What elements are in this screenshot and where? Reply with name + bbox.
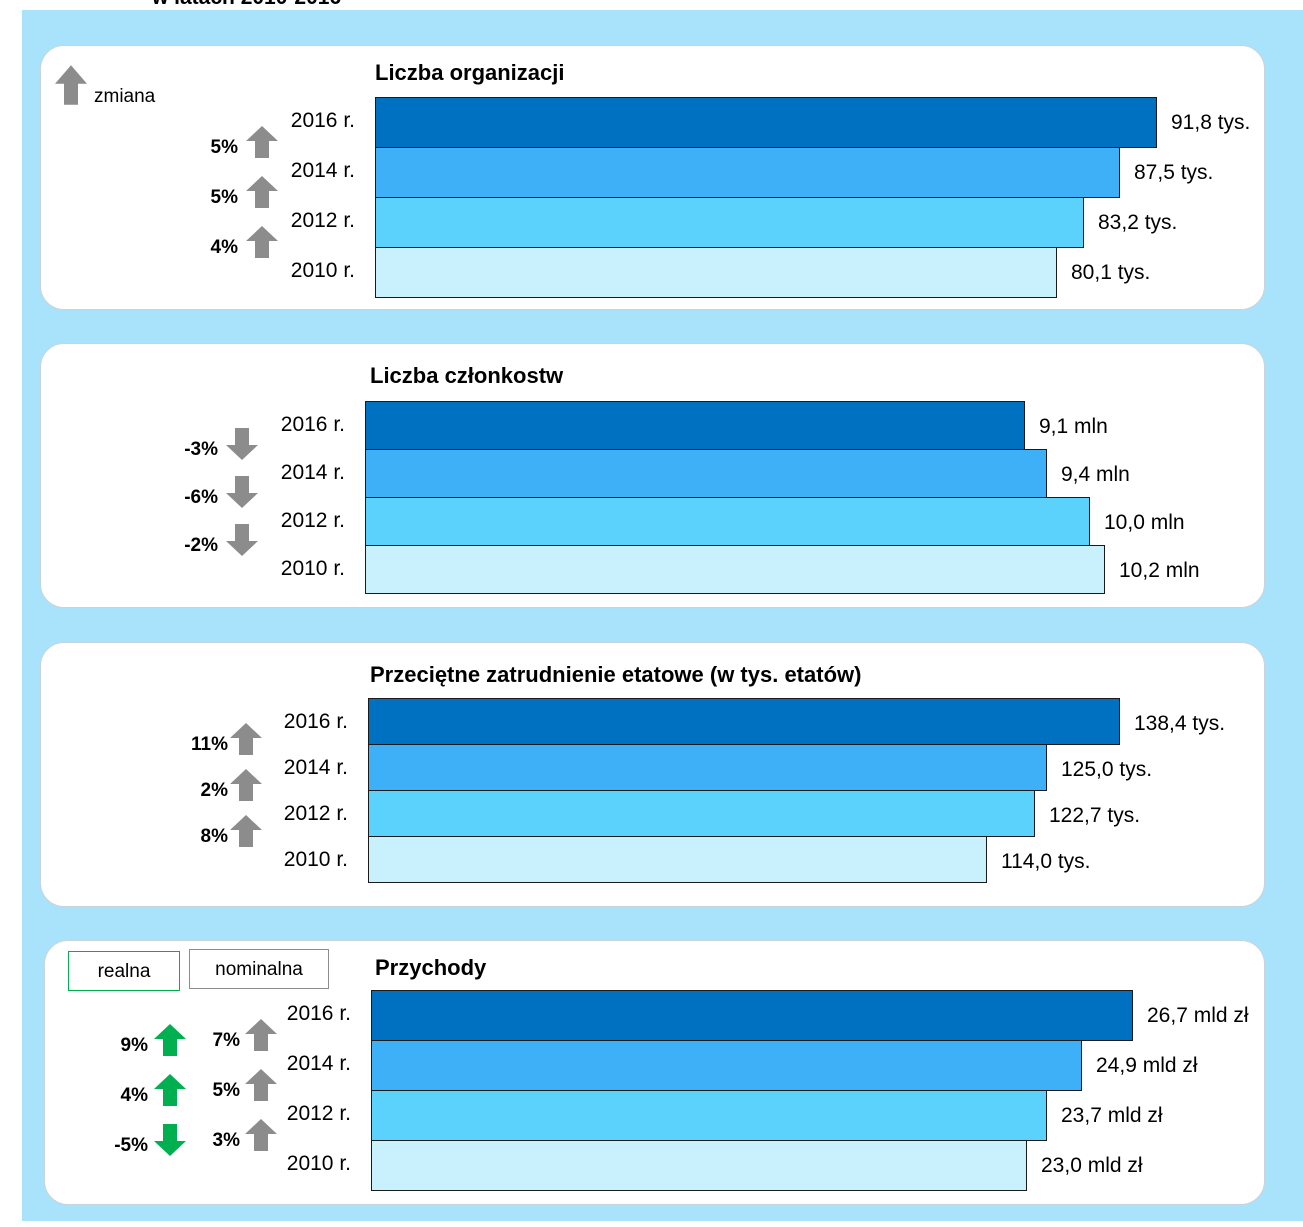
bar (368, 790, 1035, 837)
change-percent: 5% (212, 1080, 240, 1101)
arrow-up-icon (154, 1074, 186, 1106)
change-percent: 2% (200, 780, 228, 801)
bar (371, 1040, 1082, 1091)
bar (375, 247, 1057, 298)
chart-title: Liczba organizacji (375, 60, 565, 85)
data-label: 114,0 tys. (1001, 850, 1091, 873)
real-change-percent: 9% (120, 1035, 148, 1056)
arrow-up-icon (55, 65, 87, 105)
legend-change-label: zmiana (94, 86, 156, 107)
change-percent: 11% (191, 734, 228, 755)
bar (365, 545, 1105, 594)
change-percent: 5% (210, 137, 238, 158)
tick-label: 2016 r. (283, 710, 348, 733)
bar (371, 1140, 1027, 1191)
tick-label: 2014 r. (280, 461, 345, 484)
change-percent: 7% (212, 1030, 240, 1051)
arrow-up-icon (245, 1069, 277, 1101)
tick-label: 2010 r. (280, 557, 345, 580)
tick-label: 2010 r. (283, 848, 348, 871)
arrow-up-icon (246, 176, 278, 208)
tick-label: 2016 r. (280, 413, 345, 436)
data-label: 91,8 tys. (1171, 111, 1251, 134)
change-percent: -3% (184, 439, 218, 460)
arrow-down-icon (154, 1124, 186, 1156)
tick-label: 2014 r. (283, 756, 348, 779)
arrow-up-icon (246, 226, 278, 258)
arrow-down-icon (226, 476, 258, 508)
tick-label: 2012 r. (286, 1102, 351, 1125)
legend-nominalna: nominalna (189, 949, 329, 989)
bar (375, 97, 1157, 148)
tick-label: 2012 r. (280, 509, 345, 532)
bar (365, 497, 1090, 546)
chart-title: Przeciętne zatrudnienie etatowe (w tys. … (370, 662, 862, 687)
arrow-down-icon (226, 524, 258, 556)
tick-label: 2014 r. (290, 159, 355, 182)
arrow-up-icon (230, 723, 262, 755)
real-change-percent: 4% (120, 1085, 148, 1106)
data-label: 10,0 mln (1104, 511, 1185, 534)
change-percent: -6% (184, 487, 218, 508)
data-label: 23,0 mld zł (1041, 1154, 1143, 1177)
chart-title: Liczba członkostw (370, 363, 564, 388)
tick-label: 2014 r. (286, 1052, 351, 1075)
change-percent: 3% (212, 1130, 240, 1151)
change-percent: 8% (200, 826, 228, 847)
data-label: 125,0 tys. (1061, 758, 1153, 781)
legend-realna: realna (68, 951, 180, 991)
arrow-up-icon (245, 1019, 277, 1051)
data-label: 23,7 mld zł (1061, 1104, 1163, 1127)
data-label: 80,1 tys. (1071, 261, 1151, 284)
tick-label: 2016 r. (290, 109, 355, 132)
arrow-down-icon (226, 428, 258, 460)
arrow-up-icon (245, 1119, 277, 1151)
bar (365, 401, 1025, 450)
bar (368, 744, 1047, 791)
tick-label: 2016 r. (286, 1002, 351, 1025)
bar (375, 197, 1084, 248)
tick-label: 2010 r. (286, 1152, 351, 1175)
bar (368, 698, 1120, 745)
data-label: 122,7 tys. (1049, 804, 1141, 827)
real-change-percent: -5% (114, 1135, 148, 1156)
data-label: 26,7 mld zł (1147, 1004, 1249, 1027)
arrow-up-icon (230, 769, 262, 801)
data-label: 83,2 tys. (1098, 211, 1178, 234)
bar (365, 449, 1047, 498)
tick-label: 2012 r. (283, 802, 348, 825)
tick-label: 2012 r. (290, 209, 355, 232)
arrow-up-icon (246, 126, 278, 158)
tick-label: 2010 r. (290, 259, 355, 282)
data-label: 138,4 tys. (1134, 712, 1226, 735)
data-label: 9,4 mln (1061, 463, 1130, 486)
bar (375, 147, 1120, 198)
bar (371, 990, 1133, 1041)
data-label: 24,9 mld zł (1096, 1054, 1198, 1077)
data-label: 87,5 tys. (1134, 161, 1214, 184)
data-label: 10,2 mln (1119, 559, 1200, 582)
change-percent: 4% (210, 237, 238, 258)
page-title: w latach 2010-2016 (152, 0, 341, 10)
chart-title: Przychody (375, 955, 487, 980)
change-percent: 5% (210, 187, 238, 208)
arrow-up-icon (230, 815, 262, 847)
bar (368, 836, 987, 883)
arrow-up-icon (154, 1024, 186, 1056)
bar (371, 1090, 1047, 1141)
change-percent: -2% (184, 535, 218, 556)
data-label: 9,1 mln (1039, 415, 1108, 438)
